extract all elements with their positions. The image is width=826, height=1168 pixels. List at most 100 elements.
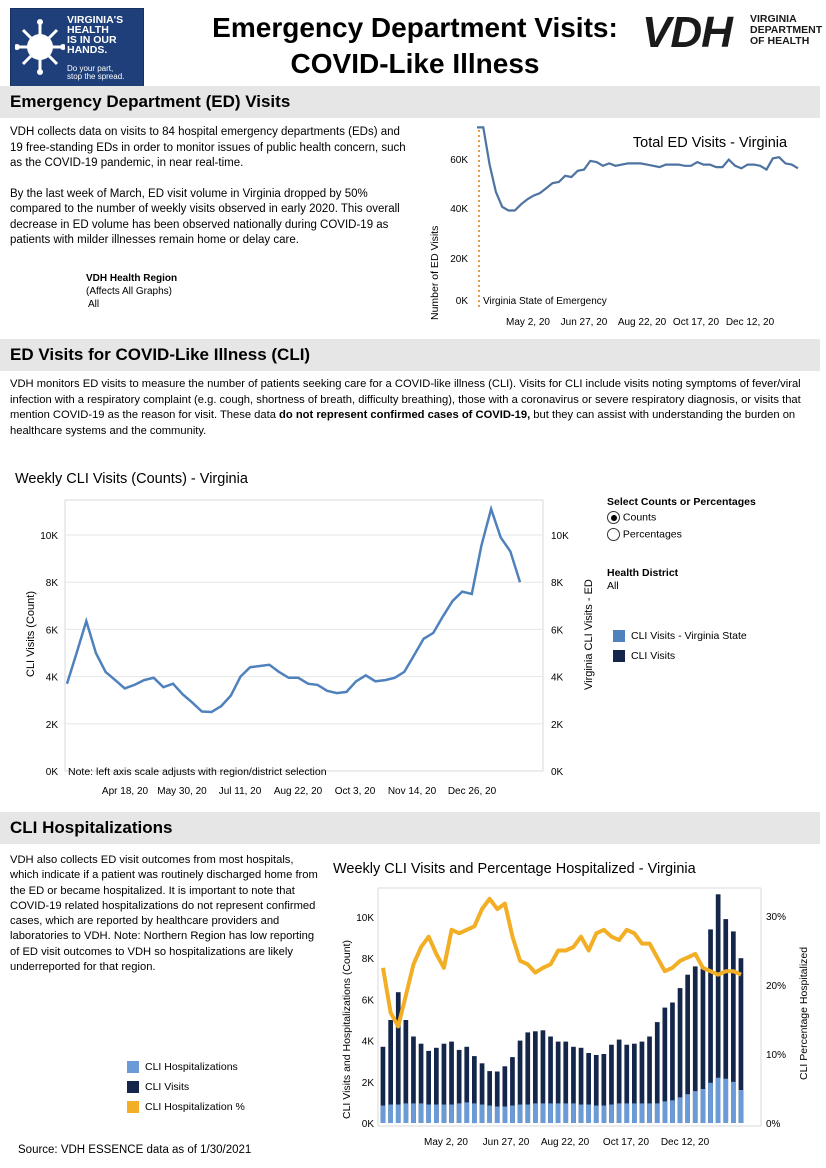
cli-visits-bar xyxy=(464,1046,470,1123)
cli-visits-series-line xyxy=(65,504,522,714)
cli-visits-bar xyxy=(456,1049,462,1123)
cli-hospitalizations-bar xyxy=(502,1106,508,1123)
cli-hospitalizations-bar xyxy=(563,1103,569,1123)
cli-visits-bar xyxy=(593,1055,599,1123)
cli-visits-bar xyxy=(632,1043,637,1123)
y-ticks: 0K 2K 4K 6K 8K 10K xyxy=(356,913,374,1130)
cli-visits-bar xyxy=(723,919,729,1123)
x-tick-label: Oct 3, 20 xyxy=(335,786,376,797)
region-filter[interactable]: VDH Health Region (Affects All Graphs) A… xyxy=(86,273,178,310)
cli-hospitalizations-bar xyxy=(647,1103,652,1123)
state-of-emergency-label: Virginia State of Emergency xyxy=(483,296,607,307)
x-tick-label: May 30, 20 xyxy=(157,786,207,797)
x-tick-label: Jun 27, 20 xyxy=(561,317,608,328)
cli-visits-bar xyxy=(517,1040,523,1123)
legend-swatch xyxy=(127,1081,139,1094)
cli-hospitalizations-bar xyxy=(632,1103,637,1123)
cli-visits-bar xyxy=(388,1020,393,1123)
y2-tick-label: 0K xyxy=(551,767,564,778)
y2-tick-label: 8K xyxy=(551,578,564,589)
section-ed-visits-header: Emergency Department (ED) Visits xyxy=(0,86,820,118)
y2-tick-label: 6K xyxy=(551,625,564,636)
cli-hospitalizations-bar xyxy=(586,1104,591,1123)
cli-visits-bar xyxy=(472,1056,477,1124)
x-tick-label: May 2, 20 xyxy=(424,1137,468,1148)
y-tick-label: 60K xyxy=(450,155,468,166)
page-title: Emergency Department Visits: COVID-Like … xyxy=(212,12,618,79)
hospitalizations-intro-text: VDH also collects ED visit outcomes from… xyxy=(10,854,318,974)
y-tick-label: 10K xyxy=(356,913,374,924)
y-tick-label: 6K xyxy=(362,995,375,1006)
cli-visits-bar xyxy=(563,1041,569,1123)
y-tick-label: 20K xyxy=(450,254,468,265)
cli-hospitalizations-bar xyxy=(700,1089,706,1123)
cli-hospitalizations-bar xyxy=(731,1081,736,1123)
cli-hospitalizations-bar xyxy=(494,1106,500,1123)
cli-visits-bar xyxy=(738,958,744,1123)
cli-hospitalizations-bar xyxy=(395,1104,401,1123)
y-ticks: 0K 0K 2K 2K 4K 4K 6K 6K 8K 8K 10K 10K xyxy=(40,531,569,778)
badge-tagline: Do your part, stop the spread. xyxy=(67,64,125,81)
cli-visits-bar xyxy=(715,894,721,1123)
radio-icon-selected[interactable] xyxy=(607,511,620,524)
cli-visits-bar xyxy=(548,1036,553,1123)
cli-visits-bar xyxy=(502,1066,508,1123)
cli-visits-bar xyxy=(540,1030,546,1123)
radio-icon[interactable] xyxy=(607,528,620,542)
cli-hospitalizations-bar xyxy=(738,1090,744,1123)
cli-visits-bar xyxy=(426,1050,431,1123)
x-ticks: May 2, 20 Jun 27, 20 Aug 22, 20 Oct 17, … xyxy=(424,1137,710,1148)
cli-hospitalizations-bar xyxy=(715,1077,721,1123)
cli-visits-bar xyxy=(654,1022,660,1123)
cli-hospitalizations-bar xyxy=(677,1097,683,1124)
x-tick-label: May 2, 20 xyxy=(506,317,550,328)
x-tick-label: Aug 22, 20 xyxy=(618,317,667,328)
cli-visits-bar xyxy=(609,1044,614,1123)
y-axis-label: Number of ED Visits xyxy=(429,226,441,320)
option-counts[interactable]: Counts xyxy=(607,511,756,524)
section-cli-header: ED Visits for COVID-Like Illness (CLI) xyxy=(0,339,820,371)
cli-visits-bar xyxy=(670,1002,675,1123)
cli-hospitalizations-bar xyxy=(692,1091,698,1123)
data-source: Source: VDH ESSENCE data as of 1/30/2021 xyxy=(18,1144,252,1156)
cli-visits-bar xyxy=(578,1047,584,1123)
y2-tick-label: 20% xyxy=(766,981,786,992)
cli-visits-bar xyxy=(380,1046,386,1123)
cli-hospitalizations-bar xyxy=(593,1105,599,1123)
cli-hospitalizations-bar xyxy=(449,1104,454,1123)
x-ticks: May 2, 20 Jun 27, 20 Aug 22, 20 Oct 17, … xyxy=(506,317,775,328)
cli-hospitalizations-bar xyxy=(403,1103,409,1123)
virus-icon xyxy=(15,19,65,75)
cli-hospitalizations-bar xyxy=(525,1104,531,1123)
x-tick-label: Aug 22, 20 xyxy=(541,1137,590,1148)
scale-note: Note: left axis scale adjusts with regio… xyxy=(68,766,327,778)
x-tick-label: Nov 14, 20 xyxy=(388,786,437,797)
cli-visits-bar xyxy=(677,988,683,1123)
cli-legend: CLI Visits - Virginia State CLI Visits xyxy=(613,630,747,663)
cli-visits-bar xyxy=(639,1041,645,1123)
y-tick-label: 8K xyxy=(362,954,375,965)
y-tick-label: 40K xyxy=(450,204,468,215)
chart-title: Weekly CLI Visits (Counts) - Virginia xyxy=(15,471,249,487)
cli-hospitalizations-chart: Weekly CLI Visits and Percentage Hospita… xyxy=(333,861,810,1148)
y-ticks: 0K 20K 40K 60K xyxy=(450,155,468,307)
y-tick-label: 6K xyxy=(46,625,59,636)
ed-visits-series-line xyxy=(477,126,799,212)
cli-visits-bar xyxy=(434,1047,439,1123)
weekly-cli-counts-chart: Weekly CLI Visits (Counts) - Virginia CL… xyxy=(15,471,595,797)
cli-hospitalizations-bar xyxy=(456,1103,462,1123)
cli-hospitalizations-bar xyxy=(609,1104,614,1123)
cli-visits-bar xyxy=(533,1031,538,1123)
gridlines xyxy=(65,534,543,725)
x-tick-label: Oct 17, 20 xyxy=(673,317,720,328)
cli-visits-bar xyxy=(411,1036,416,1123)
cli-hospitalizations-bar xyxy=(388,1104,393,1123)
y-tick-label: 4K xyxy=(362,1037,375,1048)
cli-intro-text: VDH monitors ED visits to measure the nu… xyxy=(10,378,801,437)
ed-intro-text: VDH collects data on visits to 84 hospit… xyxy=(10,126,406,246)
cli-visits-bar xyxy=(700,968,706,1123)
option-percentages[interactable]: Percentages xyxy=(607,528,756,542)
cli-visits-bar xyxy=(403,1020,409,1123)
cli-visits-bar xyxy=(395,992,401,1123)
district-filter[interactable]: Health District All xyxy=(607,567,679,592)
